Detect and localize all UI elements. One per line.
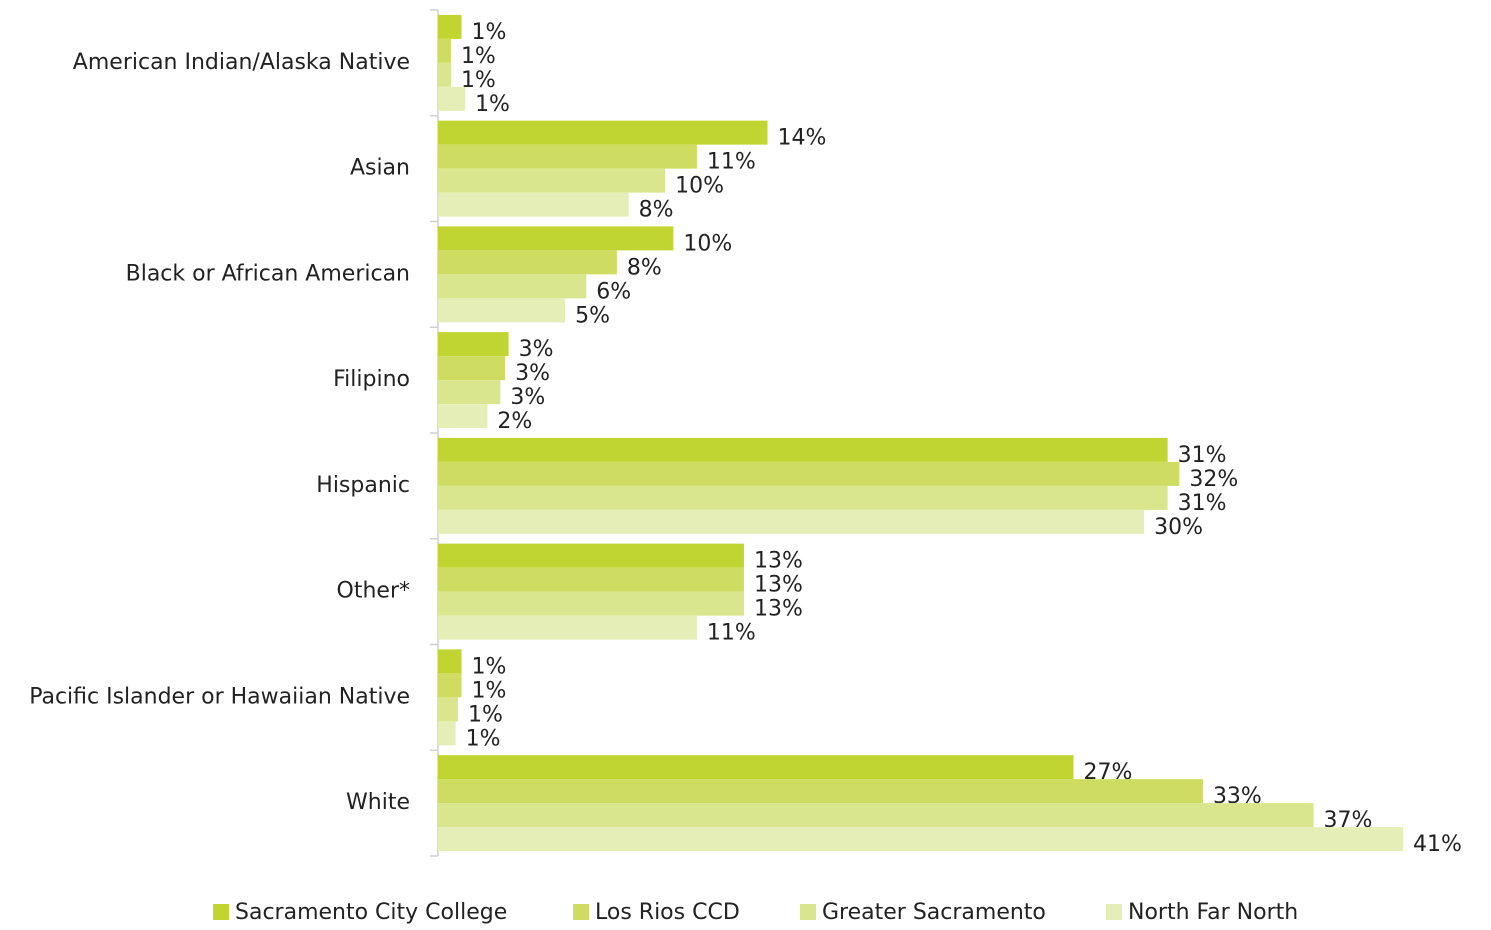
bar: [438, 404, 488, 429]
data-label: 30%: [1154, 515, 1203, 540]
bar: [438, 86, 466, 111]
data-label: 13%: [754, 597, 803, 622]
data-label: 5%: [575, 303, 610, 328]
bar: [438, 144, 697, 169]
bar: [438, 298, 566, 323]
data-label: 11%: [707, 150, 756, 175]
bar: [438, 591, 744, 616]
bar: [438, 615, 697, 640]
data-label: 13%: [754, 549, 803, 574]
bar: [438, 461, 1180, 486]
data-label: 1%: [472, 654, 507, 679]
data-label: 6%: [596, 279, 631, 304]
data-label: 10%: [683, 231, 732, 256]
bar: [438, 62, 451, 87]
category-label: Black or African American: [126, 261, 410, 286]
legend-label: Sacramento City College: [235, 900, 507, 925]
bar: [438, 803, 1314, 828]
bar: [438, 567, 744, 592]
bar: [438, 697, 459, 722]
bar: [438, 192, 629, 217]
bar: [438, 14, 462, 39]
bar: [438, 827, 1403, 852]
bar: [438, 226, 674, 251]
category-label: Pacific Islander or Hawaiian Native: [29, 684, 410, 709]
legend-label: Greater Sacramento: [822, 900, 1046, 925]
bar: [438, 509, 1145, 534]
bar: [438, 356, 506, 381]
bar: [438, 755, 1074, 780]
bar: [438, 649, 462, 674]
category-label: Hispanic: [316, 473, 410, 498]
legend-swatch: [213, 904, 229, 920]
data-label: 1%: [461, 68, 496, 93]
category-label: White: [346, 790, 410, 815]
bar: [438, 250, 617, 275]
category-label: American Indian/Alaska Native: [73, 50, 410, 75]
data-label: 41%: [1413, 832, 1462, 857]
data-label: 8%: [639, 198, 674, 223]
data-label: 1%: [475, 92, 510, 117]
category-label: Filipino: [333, 367, 410, 392]
data-label: 2%: [497, 409, 532, 434]
data-label: 31%: [1178, 491, 1227, 516]
data-label: 11%: [707, 621, 756, 646]
data-label: 3%: [519, 337, 554, 362]
data-label: 31%: [1178, 443, 1227, 468]
category-label: Asian: [350, 156, 410, 181]
category-label: Other*: [337, 579, 410, 604]
data-label: 1%: [466, 726, 501, 751]
legend-swatch: [800, 904, 816, 920]
bar: [438, 721, 456, 746]
data-label: 1%: [472, 678, 507, 703]
legend-label: Los Rios CCD: [595, 900, 740, 925]
bar: [438, 380, 501, 405]
data-label: 1%: [472, 20, 507, 45]
bar: [438, 779, 1203, 804]
bar: [438, 437, 1168, 462]
bar: [438, 332, 509, 357]
data-label: 32%: [1189, 467, 1238, 492]
legend-swatch: [1106, 904, 1122, 920]
data-label: 14%: [778, 126, 827, 151]
data-label: 1%: [461, 44, 496, 69]
bar: [438, 485, 1168, 510]
bar: [438, 274, 587, 299]
bar: [438, 673, 462, 698]
data-label: 1%: [468, 702, 503, 727]
bar: [438, 168, 666, 193]
data-label: 10%: [675, 174, 724, 199]
legend-swatch: [573, 904, 589, 920]
data-label: 13%: [754, 573, 803, 598]
bar: [438, 120, 768, 145]
bar: [438, 543, 744, 568]
data-label: 3%: [515, 361, 550, 386]
legend-label: North Far North: [1128, 900, 1298, 925]
bar: [438, 38, 451, 63]
data-label: 3%: [510, 385, 545, 410]
data-label: 8%: [627, 255, 662, 280]
